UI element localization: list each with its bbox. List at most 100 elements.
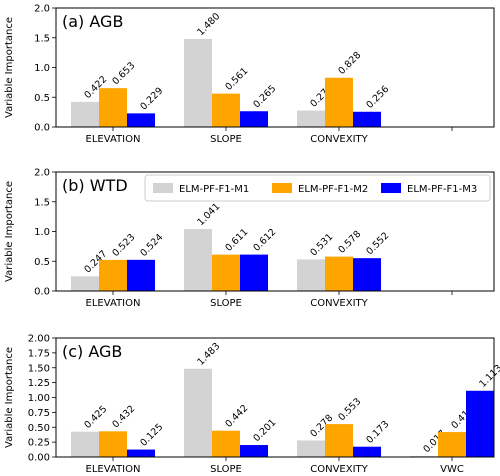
- bar: [99, 259, 127, 291]
- bar: [240, 445, 268, 457]
- plot-frame: [55, 337, 495, 458]
- bar-value-label: 0.425: [82, 404, 109, 431]
- bar: [438, 432, 466, 457]
- x-tick-label: ELEVATION: [86, 464, 141, 475]
- y-tick-label: 1.00: [28, 393, 50, 404]
- bar-value-label: 0.531: [308, 232, 335, 259]
- bar: [212, 430, 240, 457]
- y-tick-label: 1.5: [34, 197, 50, 208]
- bar-value-label: 0.553: [336, 396, 363, 423]
- x-tick-label: CONVEXITY: [310, 464, 368, 475]
- y-tick-label: 1.5: [34, 33, 50, 44]
- bar: [297, 259, 325, 291]
- bar-value-label: 0.653: [110, 60, 137, 87]
- y-tick-label: 2.00: [28, 334, 50, 345]
- x-tick-label: SLOPE: [210, 464, 242, 475]
- y-tick-label: 0.75: [28, 408, 50, 419]
- bar: [325, 424, 353, 457]
- bar: [212, 254, 240, 291]
- y-tick-label: 0.25: [28, 438, 50, 449]
- legend-entry-label: ELM-PF-F1-M2: [298, 184, 368, 195]
- bar-value-label: 0.442: [223, 403, 250, 430]
- y-tick-label: 1.75: [28, 348, 50, 359]
- bar-value-label: 0.552: [364, 230, 391, 257]
- bar-value-label: 0.523: [110, 232, 137, 259]
- bar: [353, 111, 381, 127]
- plot-frame: [55, 7, 495, 128]
- bar: [127, 259, 155, 291]
- bar-value-label: 0.432: [110, 403, 137, 430]
- y-tick-label: 2.0: [34, 168, 50, 179]
- panel-title: (a) AGB: [62, 12, 123, 31]
- y-axis-label: Variable Importance: [4, 347, 15, 448]
- legend-box: [144, 174, 491, 202]
- y-tick-label: 1.50: [28, 363, 50, 374]
- bar-value-label: 0.201: [251, 417, 278, 444]
- bar: [184, 368, 212, 457]
- bar-value-label: 0.612: [251, 227, 278, 254]
- x-tick-label: ELEVATION: [86, 298, 141, 309]
- legend-entry-label: ELM-PF-F1-M3: [407, 184, 477, 195]
- bar: [184, 229, 212, 291]
- bar: [410, 455, 438, 457]
- plot-frame: [55, 171, 495, 292]
- bar: [127, 449, 155, 457]
- bar: [325, 256, 353, 291]
- bar: [184, 38, 212, 127]
- bar-value-label: 0.524: [138, 232, 165, 259]
- bar: [71, 431, 99, 457]
- bar-value-label: 0.173: [364, 419, 391, 446]
- panel-title: (c) AGB: [62, 342, 122, 361]
- bar: [297, 110, 325, 127]
- bar: [297, 440, 325, 457]
- x-tick-label: VWC: [440, 464, 464, 475]
- bar-value-label: 0.265: [251, 83, 278, 110]
- bar: [325, 77, 353, 127]
- y-tick-label: 0.5: [34, 93, 50, 104]
- bar: [353, 258, 381, 291]
- legend-swatch: [153, 183, 173, 193]
- x-tick-label: SLOPE: [210, 134, 242, 145]
- x-tick-label: SLOPE: [210, 298, 242, 309]
- y-tick-label: 0.5: [34, 257, 50, 268]
- bar: [99, 431, 127, 457]
- bar: [71, 276, 99, 291]
- bar-value-label: 0.828: [336, 50, 363, 77]
- bar-value-label: 0.561: [223, 66, 250, 93]
- bar: [71, 101, 99, 127]
- bar-value-label: 0.611: [223, 227, 250, 254]
- y-tick-label: 0.0: [34, 123, 50, 134]
- y-tick-label: 0.00: [28, 453, 50, 464]
- y-tick-label: 2.0: [34, 4, 50, 15]
- x-tick-label: ELEVATION: [86, 134, 141, 145]
- y-tick-label: 0.0: [34, 287, 50, 298]
- bar-value-label: 0.125: [138, 422, 165, 449]
- y-tick-label: 1.25: [28, 378, 50, 389]
- y-axis-label: Variable Importance: [4, 17, 15, 118]
- bar-value-label: 1.041: [195, 201, 222, 228]
- bar-value-label: 1.480: [195, 11, 222, 38]
- y-tick-label: 0.50: [28, 423, 50, 434]
- x-tick-label: CONVEXITY: [310, 134, 368, 145]
- bar: [127, 113, 155, 127]
- bar-value-label: 0.578: [336, 229, 363, 256]
- bar: [99, 88, 127, 127]
- y-tick-label: 1.0: [34, 63, 50, 74]
- bar-value-label: 0.256: [364, 84, 391, 111]
- bar: [240, 111, 268, 127]
- legend-entry-label: ELM-PF-F1-M1: [179, 184, 249, 195]
- bar-value-label: 0.229: [138, 85, 165, 112]
- bar-value-label: 1.113: [477, 363, 500, 390]
- bar: [466, 390, 494, 457]
- y-axis-label: Variable Importance: [4, 181, 15, 282]
- bar-value-label: 1.483: [195, 341, 222, 368]
- panel-title: (b) WTD: [62, 176, 128, 195]
- bar: [353, 446, 381, 457]
- bar: [240, 254, 268, 291]
- legend-swatch: [381, 183, 401, 193]
- legend-swatch: [272, 183, 292, 193]
- bar: [212, 93, 240, 127]
- y-tick-label: 1.0: [34, 227, 50, 238]
- x-tick-label: CONVEXITY: [310, 298, 368, 309]
